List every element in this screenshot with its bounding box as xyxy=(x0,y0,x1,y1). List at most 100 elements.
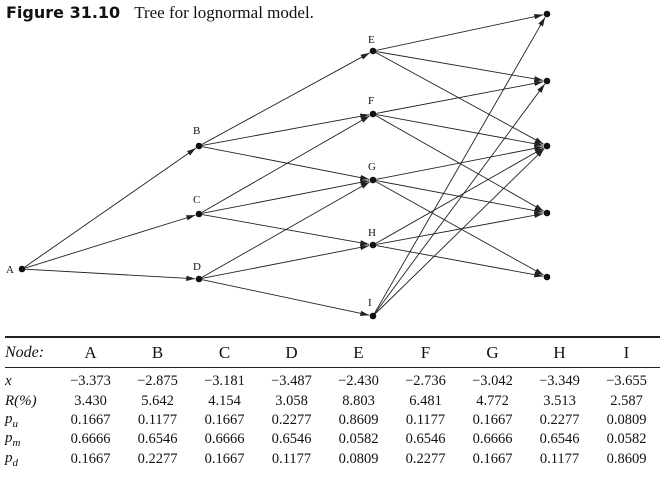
tree-edge-h-t4 xyxy=(376,212,544,245)
tree-node-label: I xyxy=(368,297,372,309)
table-cell: 3.513 xyxy=(543,392,576,409)
tree-edges xyxy=(24,14,546,316)
tree-edge-b-f xyxy=(202,113,370,146)
figure-caption: Figure 31.10 Tree for lognormal model. xyxy=(6,3,314,23)
table-header-rule xyxy=(5,367,660,368)
table-cell: 0.1667 xyxy=(472,450,513,467)
tree-edge-f-t3 xyxy=(376,114,544,147)
table-cell: −3.373 xyxy=(70,373,111,390)
column-header: A xyxy=(84,343,97,362)
table-cell: −3.181 xyxy=(204,373,245,390)
tree-node-label: D xyxy=(193,261,201,273)
table-cell: 0.1667 xyxy=(70,450,111,467)
table-cell: 4.772 xyxy=(476,392,509,409)
tree-edge-i-t1 xyxy=(374,17,546,314)
tree-edge-a-b xyxy=(24,147,197,268)
tree-edge-c-f xyxy=(201,115,370,213)
column-header: F xyxy=(420,343,431,362)
tree-edge-h-t5 xyxy=(376,245,544,278)
tree-edge-e-t3 xyxy=(375,52,544,145)
column-header: G xyxy=(486,343,499,362)
tree-node-label: B xyxy=(193,125,200,137)
table-cell: 0.2277 xyxy=(137,450,178,467)
table-cell: −3.487 xyxy=(271,373,312,390)
tree-edge-e-t2 xyxy=(376,51,544,82)
table-cell: 0.1177 xyxy=(405,411,446,428)
table-cell: 0.0809 xyxy=(606,411,647,428)
table-cell: −2.430 xyxy=(338,373,379,390)
table-cell: 3.430 xyxy=(74,392,107,409)
tree-node-t3 xyxy=(543,142,551,150)
table-cell: 3.058 xyxy=(275,392,308,409)
table-cell: 0.0582 xyxy=(338,431,379,448)
table-cell: −2.736 xyxy=(405,373,446,390)
tree-node-a xyxy=(18,265,26,273)
column-header: E xyxy=(353,343,364,362)
column-header: I xyxy=(623,343,630,362)
table-cell: 0.8609 xyxy=(606,450,647,467)
table-cell: 4.154 xyxy=(208,392,241,409)
tree-node-h xyxy=(369,241,377,249)
tree-edge-g-t4 xyxy=(376,180,544,214)
table-cell: 0.2277 xyxy=(539,411,580,428)
figure-label: Figure 31.10 xyxy=(6,3,121,22)
figure-title: Tree for lognormal model. xyxy=(134,3,314,22)
column-header: C xyxy=(218,343,231,362)
table-cell: 5.642 xyxy=(141,392,174,409)
tree-edge-b-e xyxy=(201,52,370,145)
table-cell: 0.1177 xyxy=(539,450,580,467)
tree-edge-d-h xyxy=(202,244,370,279)
table-cell: 0.2277 xyxy=(405,450,446,467)
tree-edge-e-t1 xyxy=(376,14,544,51)
table-cell: 0.6666 xyxy=(204,431,245,448)
node-parameter-table: Node: A B C D E F G H I x −3.373 −2.875 −3.… xyxy=(5,340,660,469)
tree-edge-f-t2 xyxy=(376,80,544,114)
table-cell: 0.6666 xyxy=(70,431,111,448)
table-cell: 0.1667 xyxy=(204,411,245,428)
table-cell: 0.0809 xyxy=(338,450,379,467)
tree-diagram: A B C D E F G H I xyxy=(6,10,551,320)
tree-edge-i-t2 xyxy=(374,83,546,314)
tree-edge-d-i xyxy=(202,279,370,316)
tree-node-t5 xyxy=(543,273,551,281)
tree-node-c xyxy=(195,210,203,218)
column-header: D xyxy=(285,343,298,362)
table-row: x −3.373 −2.875 −3.181 −3.487 −2.430 −2.736 −3.… xyxy=(5,372,660,391)
tree-edge-a-c xyxy=(25,214,196,269)
tree-node-t4 xyxy=(543,209,551,217)
table-cell: 0.2277 xyxy=(271,411,312,428)
table-cell: 0.6546 xyxy=(405,431,446,448)
table-cell: 0.1667 xyxy=(204,450,245,467)
table-top-rule xyxy=(5,336,660,338)
tree-nodes: A B C D E F G H I xyxy=(6,10,551,320)
tree-node-f xyxy=(369,110,377,118)
table-cell: 2.587 xyxy=(610,392,643,409)
tree-edge-a-d xyxy=(25,268,196,281)
tree-edge-i-t3 xyxy=(375,148,545,315)
table-cell: 0.6546 xyxy=(137,431,178,448)
table-cell: 8.803 xyxy=(342,392,375,409)
table-cell: 0.1667 xyxy=(70,411,111,428)
row-label: pm xyxy=(5,430,21,450)
table-cell: 0.6546 xyxy=(271,431,312,448)
table-cell: 0.1177 xyxy=(271,450,312,467)
tree-edge-g-t3 xyxy=(376,145,544,180)
tree-node-b xyxy=(195,142,203,150)
table-header-row: Node: A B C D E F G H I xyxy=(5,340,660,366)
tree-node-label: C xyxy=(193,194,200,206)
tree-edge-h-t3 xyxy=(375,147,544,244)
row-label: pd xyxy=(5,449,18,469)
column-header: H xyxy=(553,343,566,362)
table-header-label: Node: xyxy=(5,344,45,361)
table-cell: 6.481 xyxy=(409,392,442,409)
tree-edge-g-t5 xyxy=(375,181,544,276)
tree-node-label: F xyxy=(368,95,374,107)
table-cell: −2.875 xyxy=(137,373,178,390)
tree-node-t1 xyxy=(543,10,551,18)
row-label: R(%) xyxy=(5,392,37,409)
table-row: pu 0.1667 0.1177 0.1667 0.2277 0.8609 0.1177 0.… xyxy=(5,411,660,430)
tree-node-t2 xyxy=(543,77,551,85)
table-row: pd 0.1667 0.2277 0.1667 0.1177 0.0809 0.2277 0.… xyxy=(5,450,660,469)
table-cell: 0.8609 xyxy=(338,411,379,428)
table-body: x −3.373 −2.875 −3.181 −3.487 −2.430 −2.736 −3.… xyxy=(5,366,660,469)
